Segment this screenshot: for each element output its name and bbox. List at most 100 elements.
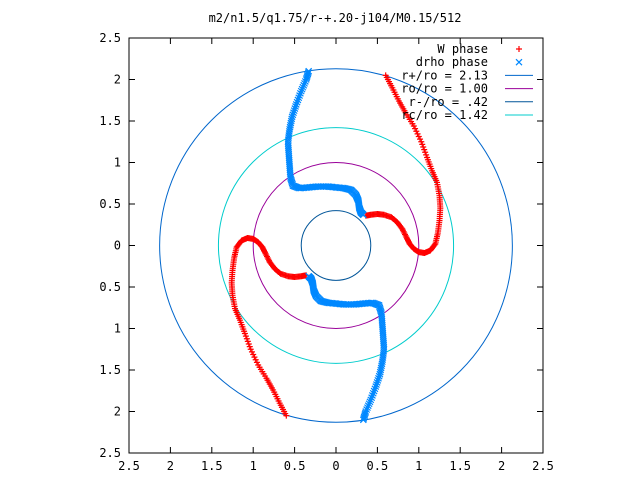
axis-ticks: 2.5 2 1.5 1 0.5 0 0.5 1 1.5 2 2.52.521.510.500.511… bbox=[99, 31, 554, 473]
radius-circles bbox=[159, 68, 513, 423]
point-s1-146 bbox=[368, 394, 376, 402]
point-s1-156 bbox=[375, 372, 383, 380]
point-s0-114 bbox=[262, 250, 269, 257]
point-s0-31 bbox=[246, 343, 253, 350]
y-tick-label-6: 0.5 bbox=[99, 280, 121, 294]
point-s1-16 bbox=[294, 96, 302, 104]
y-tick-label-9: 2 bbox=[114, 405, 121, 419]
point-s0-116 bbox=[264, 253, 270, 260]
point-s0-184 bbox=[414, 130, 421, 137]
point-s1-149 bbox=[370, 387, 378, 395]
x-tick-label-3: 1 bbox=[250, 459, 257, 473]
circle-series-2 bbox=[300, 210, 372, 281]
legend-marker-1 bbox=[515, 58, 523, 66]
legend-label-5: rc/ro = 1.42 bbox=[401, 108, 488, 122]
point-s1-148 bbox=[369, 389, 377, 397]
point-s1-155 bbox=[375, 374, 382, 382]
y-tick-label-10: 2.5 bbox=[99, 446, 121, 460]
point-s1-151 bbox=[372, 383, 380, 391]
x-tick-label-5: 0 bbox=[332, 459, 339, 473]
x-tick-label-7: 1 bbox=[415, 459, 422, 473]
point-s0-275 bbox=[400, 228, 407, 235]
point-s0-271 bbox=[403, 234, 410, 241]
point-s1-140 bbox=[363, 406, 371, 413]
point-s0-25 bbox=[253, 359, 260, 366]
x-tick-label-9: 2 bbox=[498, 459, 505, 473]
point-s0-186 bbox=[417, 136, 424, 143]
chart-title: m2/n1.5/q1.75/r-+.20-j104/M0.15/512 bbox=[209, 11, 462, 25]
x-tick-label-8: 1.5 bbox=[449, 459, 471, 473]
point-s1-152 bbox=[373, 381, 380, 388]
point-s1-10 bbox=[299, 83, 307, 91]
point-s0-272 bbox=[402, 232, 409, 239]
y-tick-label-8: 1.5 bbox=[99, 363, 121, 377]
y-tick-label-2: 1.5 bbox=[99, 114, 121, 128]
point-s1-17 bbox=[293, 98, 301, 106]
point-s1-141 bbox=[364, 404, 371, 412]
legend-marker-0 bbox=[516, 46, 522, 52]
point-s1-139 bbox=[362, 408, 370, 415]
point-s0-192 bbox=[423, 151, 430, 158]
point-s1-145 bbox=[367, 396, 375, 404]
point-s0-24 bbox=[255, 362, 262, 369]
legend-label-3: ro/ro = 1.00 bbox=[401, 82, 488, 96]
point-s1-7 bbox=[301, 78, 309, 85]
point-s1-153 bbox=[373, 379, 381, 386]
x-tick-label-2: 1.5 bbox=[201, 459, 223, 473]
point-s1-12 bbox=[297, 87, 305, 95]
point-s0-32 bbox=[245, 340, 252, 347]
point-s1-22 bbox=[290, 109, 297, 117]
y-tick-label-4: 0.5 bbox=[99, 197, 121, 211]
point-s1-8 bbox=[301, 79, 308, 87]
point-s1-18 bbox=[292, 100, 300, 108]
y-tick-label-3: 1 bbox=[114, 156, 121, 170]
point-s1-20 bbox=[291, 105, 299, 112]
point-s0-183 bbox=[413, 128, 420, 135]
point-s1-143 bbox=[365, 400, 373, 408]
point-s0-27 bbox=[251, 354, 258, 361]
point-s1-13 bbox=[296, 89, 304, 97]
point-s0-273 bbox=[402, 231, 408, 238]
point-s1-265 bbox=[305, 272, 313, 280]
point-s1-142 bbox=[364, 402, 372, 410]
y-tick-label-1: 2 bbox=[114, 73, 121, 87]
x-tick-label-6: 0.5 bbox=[367, 459, 389, 473]
point-s1-14 bbox=[296, 92, 303, 99]
point-s0-33 bbox=[244, 338, 251, 345]
legend-label-2: r+/ro = 2.13 bbox=[401, 68, 488, 82]
point-s1-6 bbox=[302, 76, 310, 83]
point-s1-144 bbox=[366, 398, 374, 406]
x-tick-label-1: 2 bbox=[167, 459, 174, 473]
point-s0-274 bbox=[401, 230, 408, 237]
point-s0-189 bbox=[420, 144, 427, 151]
circle-series-1 bbox=[252, 162, 420, 329]
point-s1-21 bbox=[290, 107, 298, 115]
x-tick-label-4: 0.5 bbox=[284, 459, 306, 473]
y-tick-label-7: 1 bbox=[114, 322, 121, 336]
point-s1-19 bbox=[292, 103, 299, 110]
y-tick-label-5: 0 bbox=[114, 239, 121, 253]
point-s0-181 bbox=[410, 122, 417, 129]
x-tick-label-0: 2.5 bbox=[118, 459, 140, 473]
point-s0-29 bbox=[248, 348, 255, 355]
point-s0-190 bbox=[421, 146, 428, 153]
legend-label-4: r-/ro = .42 bbox=[409, 95, 488, 109]
legend-label-0: W phase bbox=[437, 42, 488, 56]
y-tick-label-0: 2.5 bbox=[99, 31, 121, 45]
legend-label-1: drho phase bbox=[416, 55, 488, 69]
point-s0-26 bbox=[252, 356, 259, 363]
point-s0-118 bbox=[265, 256, 272, 263]
point-s0-182 bbox=[412, 125, 419, 132]
point-s1-154 bbox=[374, 376, 382, 384]
point-s0-28 bbox=[250, 351, 257, 358]
point-s0-185 bbox=[415, 133, 422, 140]
point-s0-30 bbox=[247, 346, 254, 353]
point-s0-115 bbox=[263, 252, 270, 259]
point-s0-191 bbox=[422, 149, 429, 156]
point-s0-35 bbox=[242, 333, 249, 340]
point-s1-15 bbox=[295, 94, 303, 102]
point-s1-150 bbox=[371, 385, 379, 393]
phase-points bbox=[228, 67, 444, 424]
